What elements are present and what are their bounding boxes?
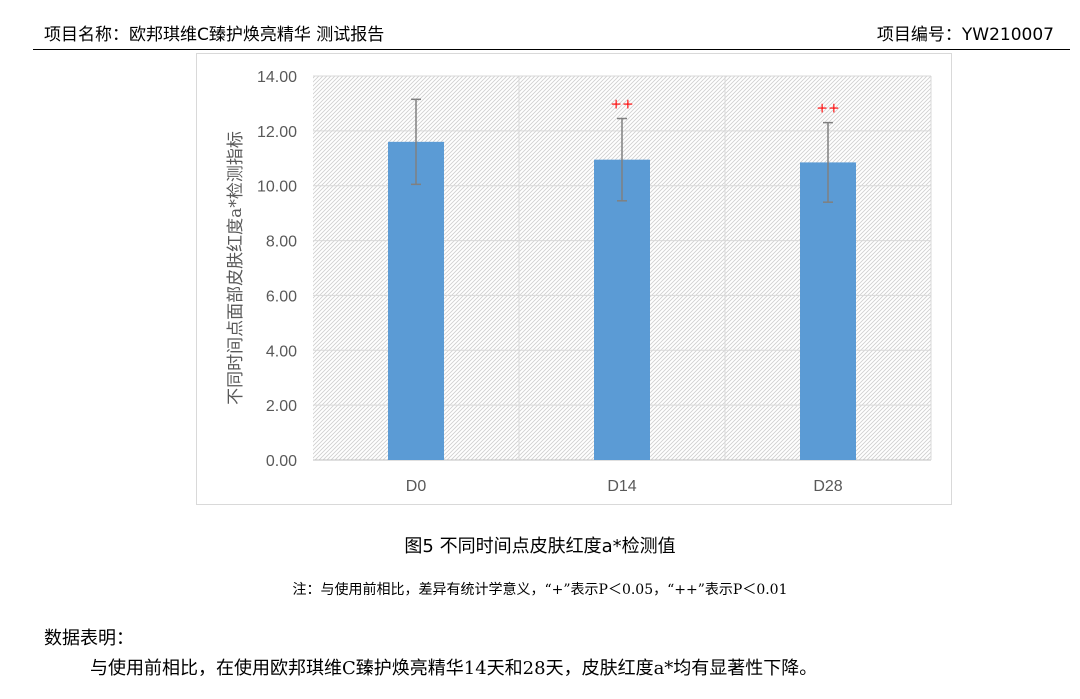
y-axis-label: 不同时间点面部皮肤红度a*检测指标 <box>226 131 246 405</box>
x-tick-label: D28 <box>813 478 842 495</box>
figure-caption: 图5 不同时间点皮肤红度a*检测值 <box>404 536 676 557</box>
header-divider <box>33 49 1070 50</box>
bars <box>388 141 856 460</box>
section-body: 与使用前相比，在使用欧邦琪维C臻护焕亮精华14天和28天，皮肤红度a*均有显著性… <box>90 658 818 679</box>
project-number: 项目编号：YW210007 <box>876 25 1054 45</box>
page-header: 项目名称：欧邦琪维C臻护焕亮精华 测试报告 项目编号：YW210007 <box>0 0 1080 50</box>
bar-d0 <box>388 141 444 460</box>
figure-note: 注：与使用前相比，差异有统计学意义，“+”表示P＜0.05，“++”表示P＜0.… <box>292 582 788 598</box>
significance-label: ++ <box>610 97 633 113</box>
y-tick-label: 6.00 <box>266 288 297 305</box>
y-tick-label: 12.00 <box>257 124 297 141</box>
significance-markers: ++ ++ <box>610 97 839 117</box>
y-tick-label: 2.00 <box>266 398 297 415</box>
section-title: 数据表明： <box>44 628 134 649</box>
x-axis-ticks: D0 D14 D28 <box>406 478 843 495</box>
bar-d28 <box>800 162 856 460</box>
significance-label: ++ <box>816 101 839 117</box>
y-tick-label: 14.00 <box>257 69 297 86</box>
y-axis-ticks: 0.00 2.00 4.00 6.00 8.00 10.00 12.00 14.00 <box>257 69 297 470</box>
chart-container: 0.00 2.00 4.00 6.00 8.00 10.00 12.00 14.00 ++ ++… <box>196 53 952 505</box>
y-tick-label: 4.00 <box>266 343 297 360</box>
project-name: 项目名称：欧邦琪维C臻护焕亮精华 测试报告 <box>44 25 385 45</box>
y-tick-label: 0.00 <box>266 453 297 470</box>
bar-d14 <box>594 159 650 460</box>
x-tick-label: D14 <box>607 478 636 495</box>
y-tick-label: 10.00 <box>257 179 297 196</box>
y-tick-label: 8.00 <box>266 234 297 251</box>
x-tick-label: D0 <box>406 478 427 495</box>
error-bars <box>411 98 833 203</box>
